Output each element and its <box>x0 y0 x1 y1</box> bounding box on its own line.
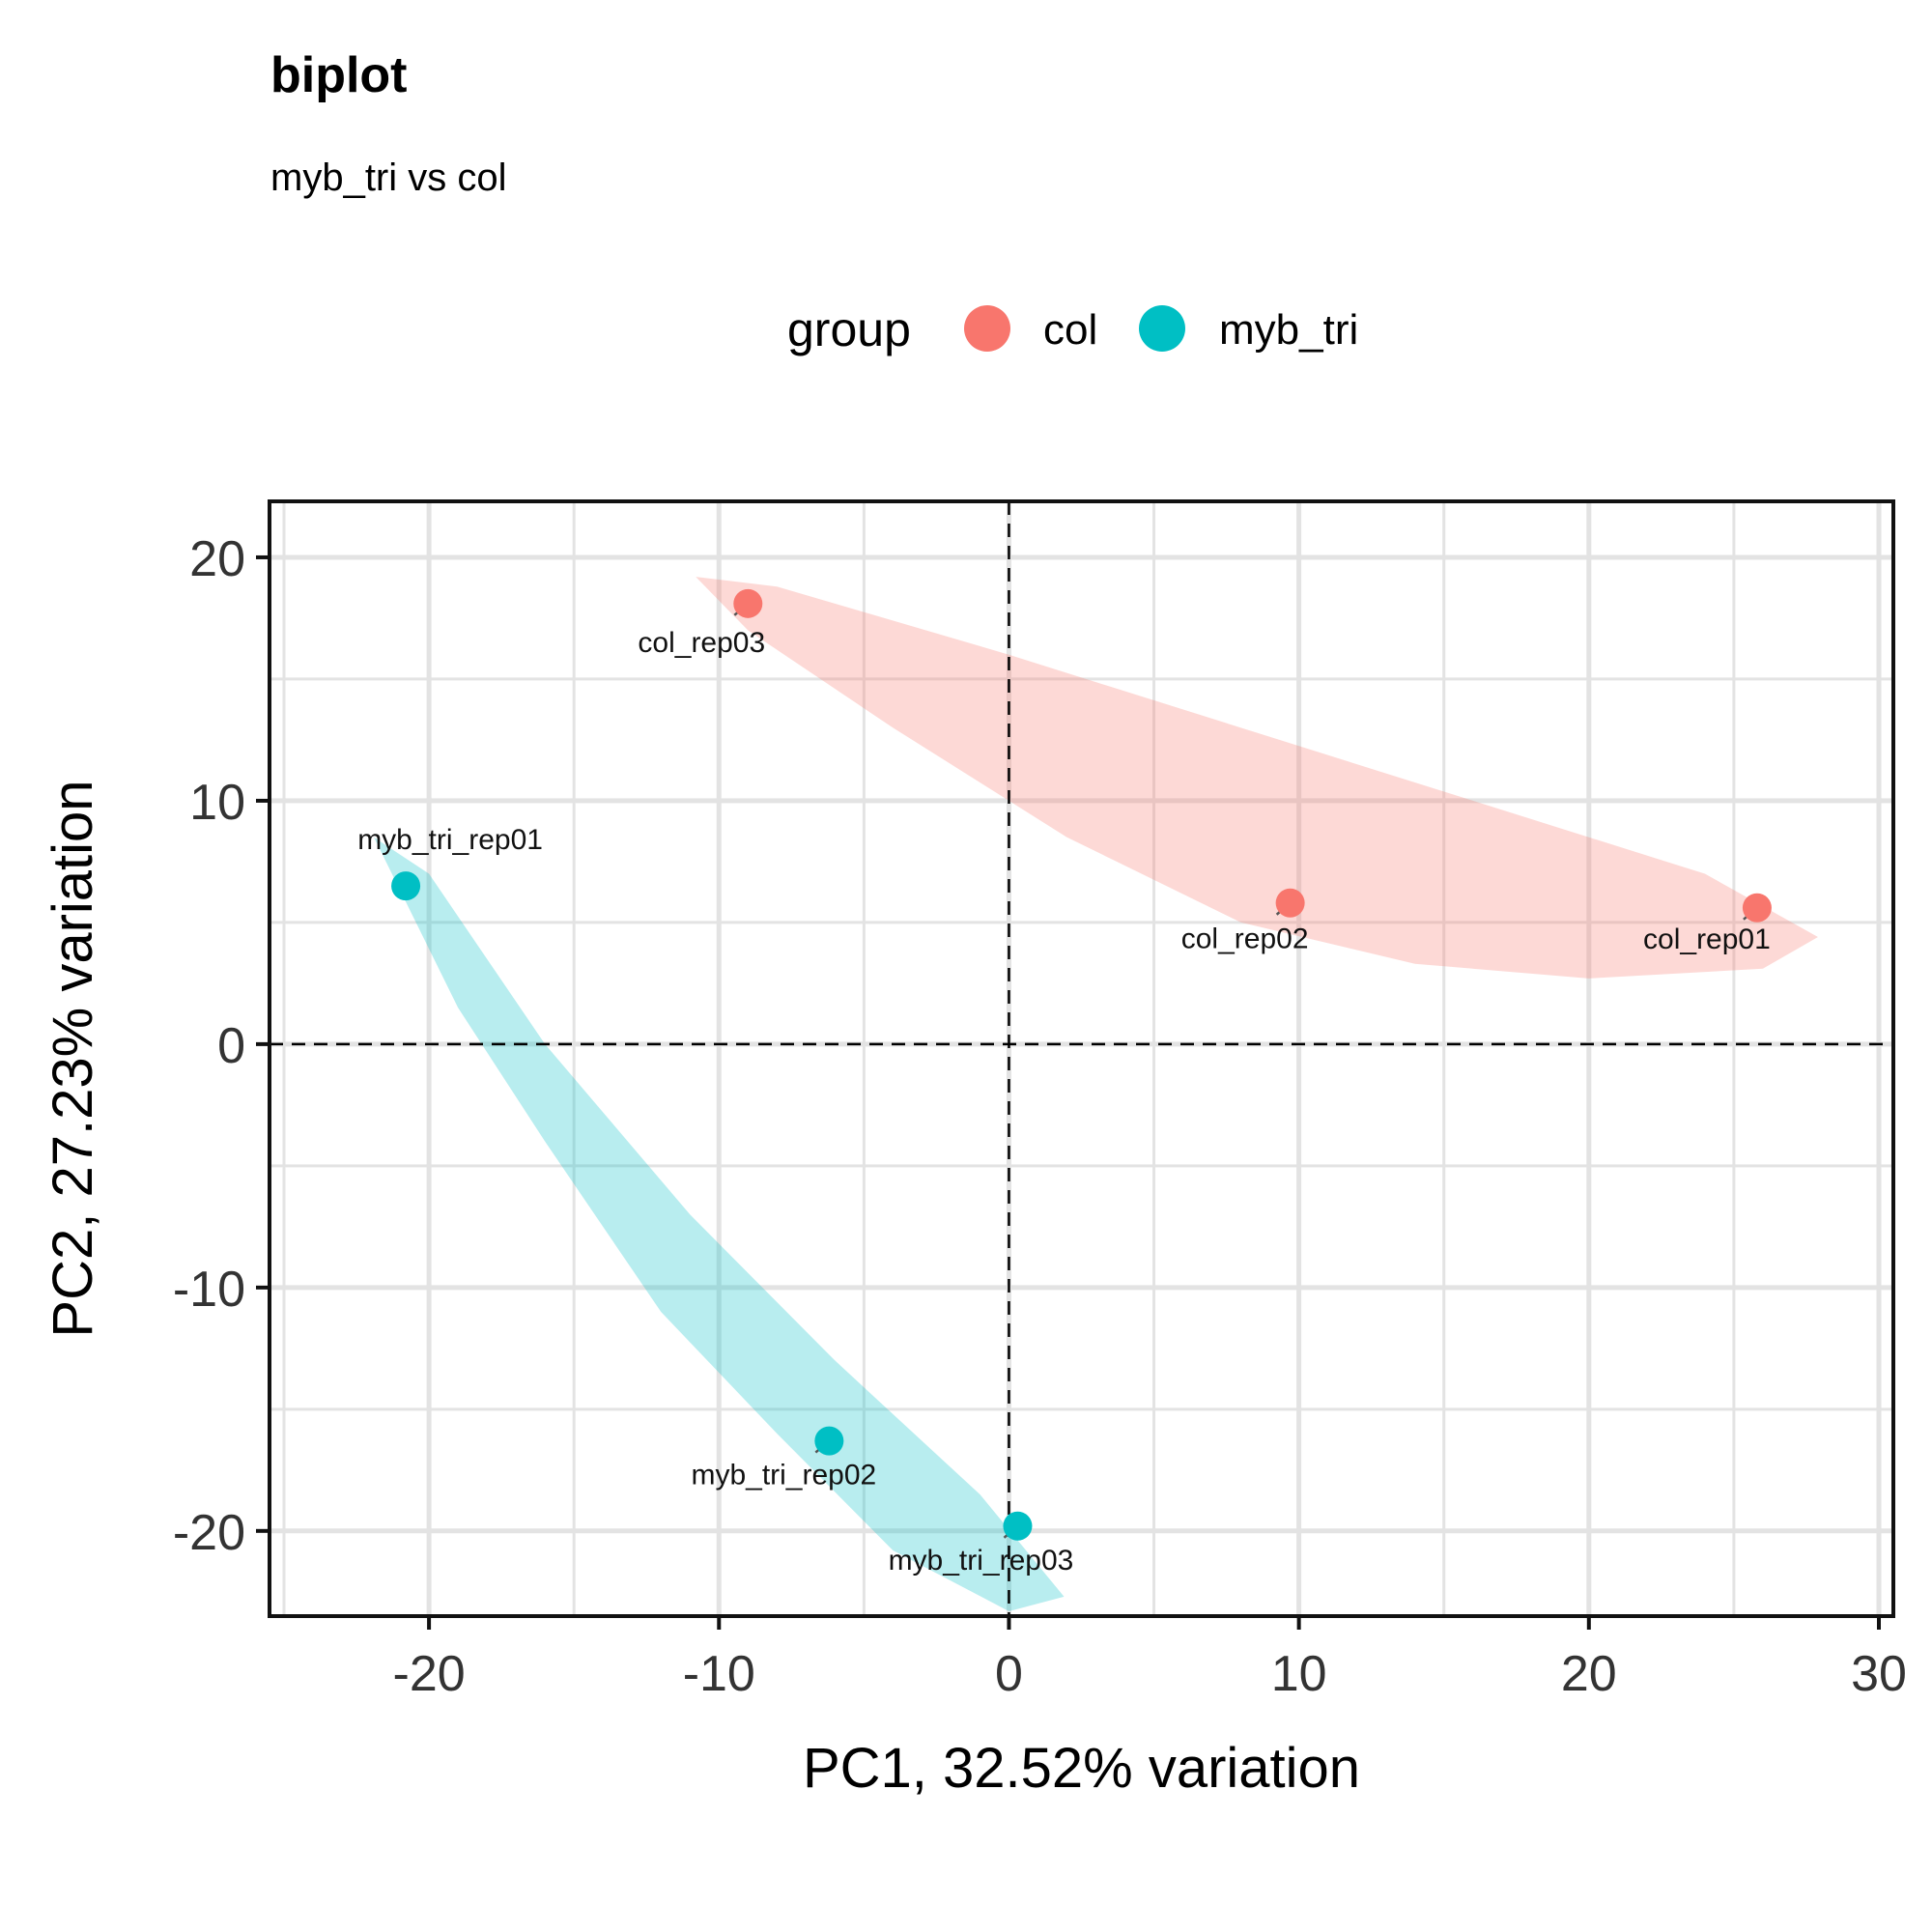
point-labels: col_rep01 col_rep02 col_rep03 myb_tri_rep01… <box>357 627 1771 1577</box>
plot-panel-border <box>268 499 1895 1618</box>
legend-key-myb-tri <box>1139 305 1185 352</box>
point-myb-tri-rep01 <box>391 871 421 901</box>
x-tick-label: 30 <box>1851 1646 1907 1702</box>
point-col-rep02 <box>1275 888 1305 918</box>
y-tick-label: 10 <box>189 775 245 831</box>
point-myb-tri-rep03 <box>1003 1511 1033 1541</box>
x-tick-label: -10 <box>683 1646 755 1702</box>
y-tick-label: 0 <box>217 1018 245 1074</box>
chart-title: biplot <box>270 47 408 103</box>
x-tick-label: 20 <box>1561 1646 1617 1702</box>
x-axis: -20 -10 0 10 20 30 <box>393 1616 1907 1702</box>
y-axis: -20 -10 0 10 20 <box>173 531 270 1561</box>
legend: group col myb_tri <box>787 302 1358 356</box>
y-tick-label: -10 <box>173 1262 245 1318</box>
label-myb-tri-rep01: myb_tri_rep01 <box>357 824 543 856</box>
legend-key-col <box>964 305 1010 352</box>
point-col-rep03 <box>733 588 763 618</box>
x-axis-title: PC1, 32.52% variation <box>803 1737 1360 1800</box>
label-myb-tri-rep03: myb_tri_rep03 <box>889 1545 1074 1577</box>
label-myb-tri-rep02: myb_tri_rep02 <box>691 1460 876 1492</box>
reference-lines <box>270 501 1893 1616</box>
data-points <box>391 588 1772 1541</box>
label-col-rep01: col_rep01 <box>1643 923 1771 955</box>
x-tick-label: 0 <box>995 1646 1023 1702</box>
legend-label-myb-tri: myb_tri <box>1219 306 1358 354</box>
y-tick-label: -20 <box>173 1505 245 1561</box>
point-myb-tri-rep02 <box>814 1426 844 1456</box>
legend-title: group <box>787 302 911 356</box>
group-ellipses <box>374 577 1818 1611</box>
point-col-rep01 <box>1742 893 1772 923</box>
legend-label-col: col <box>1043 306 1097 354</box>
label-col-rep02: col_rep02 <box>1181 923 1309 955</box>
chart-subtitle: myb_tri vs col <box>270 156 507 199</box>
label-col-rep03: col_rep03 <box>638 627 765 659</box>
ellipse-myb-tri <box>374 837 1065 1611</box>
y-tick-label: 20 <box>189 531 245 587</box>
x-tick-label: -20 <box>393 1646 466 1702</box>
y-axis-title: PC2, 27.23% variation <box>42 780 104 1337</box>
ellipse-col <box>696 577 1818 979</box>
x-tick-label: 10 <box>1271 1646 1327 1702</box>
